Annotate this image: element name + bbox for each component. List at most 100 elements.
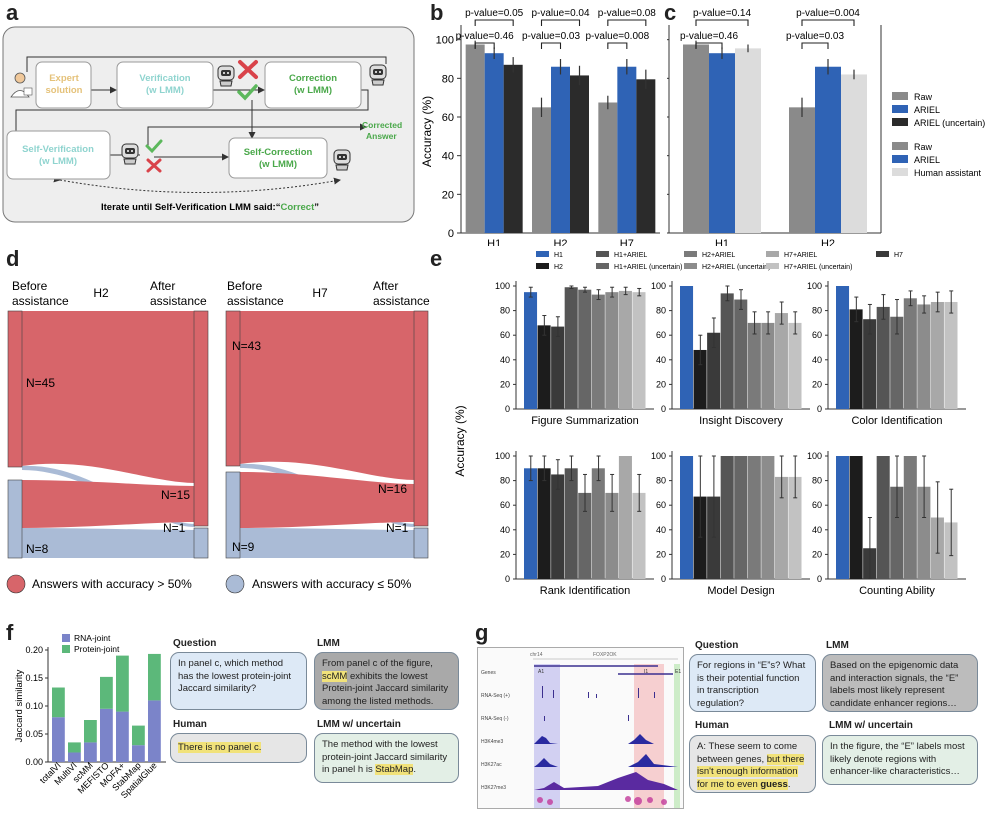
b-bar — [503, 64, 523, 233]
g-lmm-title: LMM — [826, 640, 849, 651]
e-legend-label: H1 — [554, 252, 563, 259]
h7-after-label-2: assistance — [373, 294, 430, 308]
check-icon — [237, 84, 258, 101]
f-legend-swatch — [62, 645, 70, 653]
h7-before-blue-node — [225, 471, 241, 559]
panel-label-e: e — [430, 246, 443, 271]
legend-blue-label: Answers with accuracy ≤ 50% — [252, 577, 412, 591]
expert-person-icon — [10, 72, 33, 98]
e-bar — [524, 292, 538, 409]
panel-label-d: d — [6, 246, 20, 271]
e-bar — [774, 476, 788, 579]
e-y-tick-label: 40 — [500, 525, 510, 535]
self-verification-box — [6, 130, 111, 180]
e-y-tick-label: 80 — [812, 476, 822, 486]
c-bar — [683, 44, 709, 233]
f-y-tick-label: 0.00 — [25, 757, 43, 767]
e-legend-swatch — [684, 263, 697, 269]
b-y-tick-label: 40 — [442, 151, 454, 163]
expert-text-2: solution — [46, 85, 83, 96]
robot-icon — [333, 149, 351, 171]
e-bar — [734, 299, 748, 409]
e-bar — [774, 313, 788, 409]
verification-text-2: (w LMM) — [146, 85, 184, 96]
f-bar-rna — [52, 717, 65, 762]
e-y-tick-label: 100 — [807, 281, 822, 291]
f-bar-rna — [116, 711, 129, 762]
e-bar — [890, 316, 904, 409]
panel-label-g: g — [475, 620, 489, 645]
e-bar — [863, 319, 877, 409]
b-x-tick-label: H7 — [620, 238, 634, 246]
workflow-diagram: Expert solution Verification (w LMM) Cor… — [2, 26, 415, 223]
genome-tracks: chr14 FOXP2OK A1 I1 E1 Genes RNA-Seq (+)… — [481, 652, 681, 808]
h7-flow-red-red — [240, 311, 415, 480]
c-bar — [735, 48, 761, 233]
b-bar — [551, 66, 570, 233]
region-e1-label: E1 — [675, 669, 681, 675]
e-bar — [734, 456, 748, 579]
track-h3k4me3: H3K4me3 — [481, 739, 503, 745]
b-pvalue-label: p-value=0.008 — [585, 31, 649, 42]
c-legend-label: Human assistant — [914, 168, 982, 178]
gene-label: FOXP2OK — [593, 652, 617, 658]
e-legend-swatch — [596, 263, 609, 269]
f-bar-protein — [132, 725, 145, 746]
c-legend-label: Raw — [914, 142, 933, 152]
f-bar-rna — [132, 745, 145, 762]
verification-box — [116, 61, 214, 109]
b-bar — [636, 79, 656, 233]
iterate-caption: Iterate until Self-Verification LMM said… — [101, 202, 319, 213]
g-lmm-bubble: Based on the epigenomic data and interac… — [822, 654, 978, 712]
e-bar — [707, 496, 721, 579]
h2-n-right-red: N=15 — [161, 488, 190, 502]
e-y-tick-label: 40 — [656, 355, 666, 365]
b-pvalue-label: p-value=0.03 — [522, 31, 581, 42]
e-bar — [537, 325, 551, 409]
e-y-tick-label: 100 — [807, 451, 822, 461]
e-bar — [720, 456, 734, 579]
g-question-bubble: For regions in “E”s? What is their poten… — [689, 654, 816, 712]
e-y-tick-label: 0 — [661, 404, 666, 414]
h7-n-right-red: N=16 — [378, 482, 407, 496]
legend-blue-swatch — [225, 574, 245, 594]
verification-text-1: Verification — [139, 73, 190, 84]
c-bar — [789, 107, 815, 233]
e-bar — [876, 306, 890, 409]
e-y-tick-label: 20 — [500, 549, 510, 559]
self-correction-text-2: (w LMM) — [259, 159, 297, 170]
f-y-tick-label: 0.15 — [25, 673, 43, 683]
check-icon — [145, 139, 163, 154]
e-y-tick-label: 40 — [656, 525, 666, 535]
e-y-tick-label: 0 — [661, 574, 666, 584]
e-legend-swatch — [596, 251, 609, 257]
correction-box — [264, 61, 362, 109]
e-legend-label: H7+ARIEL (uncertain) — [784, 264, 852, 271]
f-y-tick-label: 0.20 — [25, 645, 43, 655]
robot-icon — [217, 65, 235, 87]
b-y-tick-label: 0 — [448, 228, 454, 240]
c-pvalue-label: p-value=0.46 — [680, 31, 739, 42]
h7-title: H7 — [312, 286, 328, 300]
e-y-tick-label: 100 — [651, 451, 666, 461]
e-y-tick-label: 80 — [656, 476, 666, 486]
e-y-tick-label: 0 — [505, 404, 510, 414]
legend-red-swatch — [6, 574, 26, 594]
e-legend-label: H2+ARIEL (uncertain) — [702, 264, 770, 271]
e-y-label: Accuracy (%) — [453, 405, 467, 476]
c-pvalue-bracket — [695, 19, 749, 26]
f-legend-label: Protein-joint — [74, 644, 120, 654]
f-question-title: Question — [173, 638, 217, 649]
f-bar-protein — [148, 653, 161, 701]
e-bar — [903, 456, 917, 579]
b-pvalue-bracket — [540, 42, 562, 49]
f-uncertain-title: LMM w/ uncertain — [317, 719, 401, 730]
e-y-tick-label: 0 — [817, 404, 822, 414]
e-bar — [761, 456, 775, 579]
f-bar-rna — [100, 708, 113, 762]
h2-flow-blue-blue — [22, 528, 195, 558]
e-legend-swatch — [876, 251, 889, 257]
e-legend-label: H2+ARIEL — [702, 252, 735, 259]
h2-n-right-blue: N=1 — [163, 521, 186, 535]
